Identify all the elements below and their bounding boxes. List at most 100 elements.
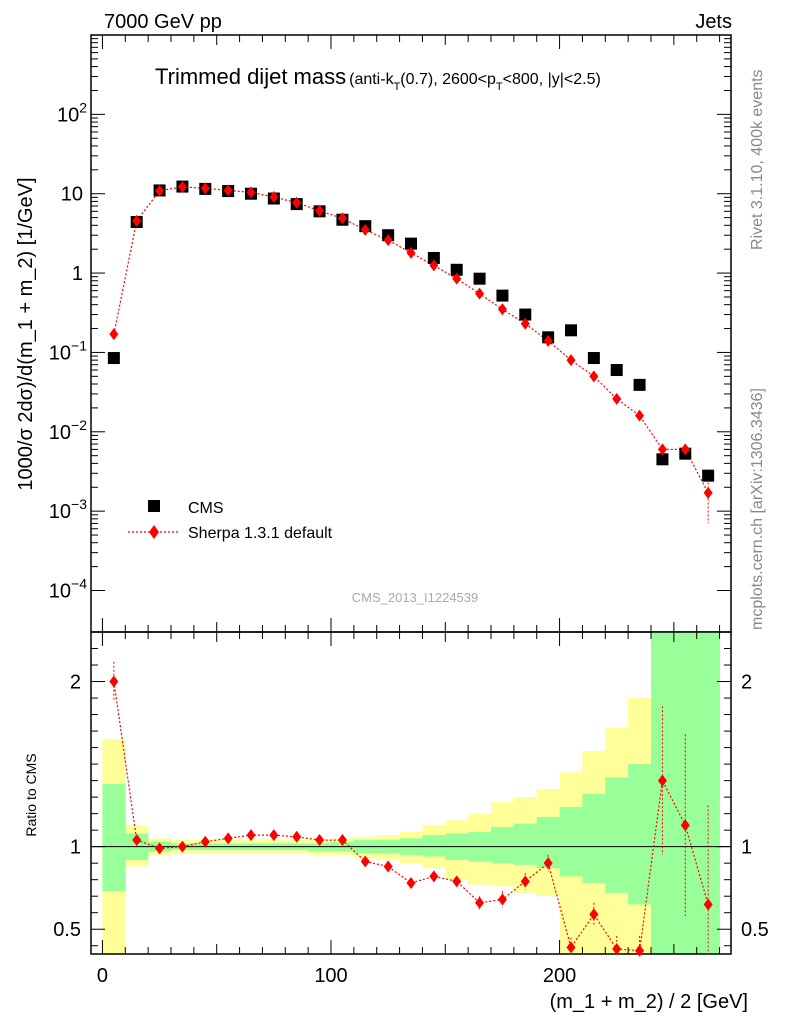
ratio-point bbox=[292, 830, 302, 843]
mc-point bbox=[497, 303, 507, 316]
y-tick-label: 10−3 bbox=[49, 496, 87, 523]
band-inner bbox=[308, 843, 332, 852]
title-sub: (anti-kT(0.7), 2600<pT<800, |y|<2.5) bbox=[349, 71, 601, 93]
mc-point bbox=[657, 443, 667, 456]
legend-marker-cms bbox=[148, 500, 160, 512]
y-tick-label: 10 bbox=[61, 184, 83, 206]
ratio-tick-label: 0.5 bbox=[53, 919, 81, 941]
mc-point bbox=[223, 184, 233, 197]
cms-point bbox=[473, 272, 486, 285]
header-right: Jets bbox=[695, 11, 732, 33]
mc-point bbox=[132, 214, 142, 227]
ratio-point bbox=[269, 829, 279, 842]
mc-point bbox=[155, 184, 165, 197]
ratio-bands bbox=[91, 632, 731, 954]
ratio-point bbox=[406, 876, 416, 889]
mc-line bbox=[113, 186, 709, 494]
ratio-point bbox=[246, 829, 256, 842]
top-plot-frame bbox=[90, 34, 732, 633]
cms-point bbox=[587, 352, 600, 365]
mc-point bbox=[680, 443, 690, 456]
ratio-point bbox=[200, 835, 210, 848]
mc-point bbox=[383, 234, 393, 247]
ratio-y-axis-label: Ratio to CMS bbox=[23, 753, 39, 836]
mc-point bbox=[612, 392, 622, 405]
legend: CMS Sherpa 1.3.1 default bbox=[128, 500, 333, 542]
ratio-point bbox=[315, 834, 325, 847]
ratio-point bbox=[223, 832, 233, 845]
x-axis-label: (m_1 + m_2) / 2 [GeV] bbox=[550, 991, 748, 1013]
ratio-point bbox=[155, 842, 165, 855]
ratio-point bbox=[543, 857, 553, 870]
band-inner bbox=[628, 764, 652, 905]
ratio-point bbox=[337, 834, 347, 847]
ratio-tick-label: 0.5 bbox=[741, 919, 769, 941]
band-inner bbox=[559, 807, 583, 877]
ratio-point bbox=[612, 943, 622, 956]
band-inner bbox=[673, 632, 698, 954]
band-inner bbox=[696, 632, 720, 954]
side-label-bottom: mcplots.cern.ch [arXiv:1306.3436] bbox=[749, 388, 766, 630]
ratio-point bbox=[680, 819, 690, 832]
mc-point bbox=[269, 190, 279, 203]
ratio-point bbox=[383, 860, 393, 873]
ratio-point bbox=[635, 944, 645, 957]
cms-point bbox=[107, 352, 120, 365]
ratio-point bbox=[520, 875, 530, 888]
mc-point bbox=[360, 223, 370, 236]
band-inner bbox=[102, 783, 126, 892]
band-inner bbox=[491, 826, 515, 864]
cms-point bbox=[496, 289, 509, 302]
y-tick-label: 10−2 bbox=[49, 417, 87, 444]
y-tick-label: 10−1 bbox=[49, 337, 87, 364]
mc-point bbox=[337, 212, 347, 225]
ratio-tick-label: 2 bbox=[741, 672, 752, 694]
mc-point bbox=[520, 317, 530, 330]
ratio-point bbox=[177, 840, 187, 853]
x-tick-label: 100 bbox=[314, 965, 347, 987]
band-inner bbox=[605, 777, 629, 893]
ratio-point bbox=[452, 875, 462, 888]
mc-point bbox=[315, 204, 325, 217]
ratio-point bbox=[497, 893, 507, 906]
mc-point bbox=[292, 196, 302, 209]
cms-point bbox=[610, 364, 623, 377]
ratio-tick-label: 2 bbox=[70, 672, 81, 694]
ratio-point bbox=[132, 834, 142, 847]
x-tick-label: 0 bbox=[97, 965, 108, 987]
mc-point bbox=[200, 182, 210, 195]
y-tick-label: 1 bbox=[72, 263, 83, 285]
mc-point bbox=[177, 180, 187, 193]
mc-point bbox=[429, 259, 439, 272]
legend-label-mc: Sherpa 1.3.1 default bbox=[188, 525, 333, 542]
ratio-point bbox=[475, 896, 485, 909]
mc-point bbox=[452, 272, 462, 285]
ratio-point bbox=[109, 675, 119, 688]
cms-point bbox=[565, 324, 577, 337]
mc-point bbox=[246, 186, 256, 199]
bottom-plot-frame bbox=[90, 631, 732, 955]
ratio-point bbox=[360, 855, 370, 868]
ratio-point bbox=[657, 774, 667, 787]
ratio-marks bbox=[109, 661, 713, 957]
mc-point bbox=[406, 246, 416, 259]
mc-point bbox=[475, 287, 485, 300]
bottom-axes: 0 100 200 0.5 0.5 1 1 2 2 bbox=[53, 632, 769, 987]
band-inner bbox=[582, 793, 606, 883]
ratio-point bbox=[566, 941, 576, 954]
side-label-top: Rivet 3.1.10, 400k events bbox=[749, 69, 766, 250]
band-inner bbox=[536, 816, 560, 869]
cms-point bbox=[519, 308, 532, 321]
y-tick-label: 102 bbox=[57, 99, 87, 126]
cms-point bbox=[702, 469, 715, 482]
band-inner bbox=[513, 823, 538, 865]
mc-point bbox=[543, 334, 553, 347]
mc-point bbox=[635, 409, 645, 422]
mc-point bbox=[589, 370, 599, 383]
ratio-tick-label: 1 bbox=[741, 837, 752, 859]
y-tick-label: 10−4 bbox=[49, 576, 87, 603]
watermark: CMS_2013_I1224539 bbox=[352, 590, 479, 605]
mc-point bbox=[566, 354, 576, 367]
ratio-point bbox=[703, 898, 713, 911]
header-left: 7000 GeV pp bbox=[104, 11, 222, 33]
